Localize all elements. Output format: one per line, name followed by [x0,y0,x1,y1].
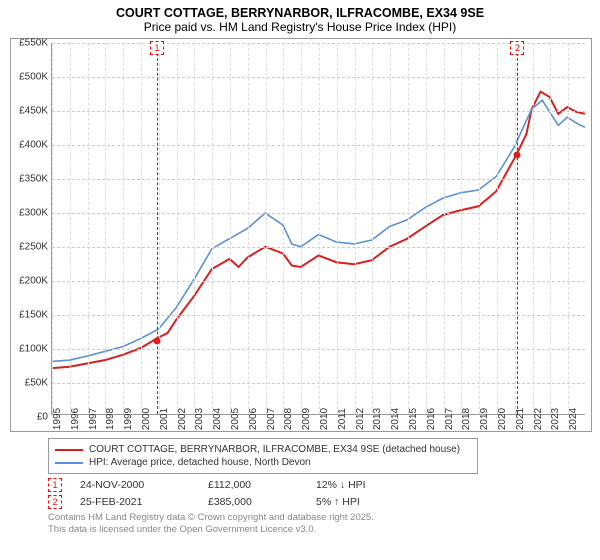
x-axis-label: 1996 [70,408,81,430]
legend-item: COURT COTTAGE, BERRYNARBOR, ILFRACOMBE, … [55,443,471,456]
footnote: Contains HM Land Registry data © Crown c… [48,512,592,537]
y-axis-label: £500K [12,72,48,83]
x-axis-label: 2004 [212,408,223,430]
marker-date: 24-NOV-2000 [80,479,190,491]
x-axis-label: 2012 [355,408,366,430]
x-axis-label: 2002 [177,408,188,430]
marker-badge: 1 [48,478,62,492]
y-axis-label: £0 [12,412,48,423]
chart-marker: 1 [150,41,164,55]
legend-item: HPI: Average price, detached house, Nort… [55,456,471,469]
chart-title: COURT COTTAGE, BERRYNARBOR, ILFRACOMBE, … [8,6,592,20]
x-axis-label: 2000 [141,408,152,430]
x-axis-label: 2001 [159,408,170,430]
legend-label: HPI: Average price, detached house, Nort… [89,457,311,468]
plot-region: £0£50K£100K£150K£200K£250K£300K£350K£400… [51,43,585,415]
y-axis-label: £100K [12,344,48,355]
x-axis-label: 2014 [390,408,401,430]
marker-detail-row: 1 24-NOV-2000 £112,000 12% ↓ HPI [48,478,592,492]
x-axis-label: 2024 [568,408,579,430]
x-axis-label: 1997 [88,408,99,430]
y-axis-label: £350K [12,174,48,185]
footnote-line-2: This data is licensed under the Open Gov… [48,524,592,536]
x-axis-label: 2005 [230,408,241,430]
x-axis-label: 2019 [479,408,490,430]
x-axis-label: 2010 [319,408,330,430]
chart-area: £0 £50K £100K £150K £200K £250K £300K £350K £400… [10,38,592,432]
y-axis-label: £250K [12,242,48,253]
marker-date: 25-FEB-2021 [80,496,190,508]
marker-detail-row: 2 25-FEB-2021 £385,000 5% ↑ HPI [48,495,592,509]
x-axis-label: 2006 [248,408,259,430]
x-axis-label: 1995 [52,408,63,430]
y-axis-label: £150K [12,310,48,321]
x-axis-label: 2007 [266,408,277,430]
y-axis-label: £200K [12,276,48,287]
marker-price: £385,000 [208,496,298,508]
x-axis-label: 2015 [408,408,419,430]
y-axis-label: £450K [12,106,48,117]
x-axis-label: 2021 [515,408,526,430]
marker-price: £112,000 [208,479,298,491]
x-axis-label: 2013 [372,408,383,430]
x-axis-label: 2009 [301,408,312,430]
marker-pct: 12% ↓ HPI [316,479,366,491]
x-axis-label: 2011 [337,408,348,430]
y-axis-label: £50K [12,378,48,389]
marker-badge: 2 [48,495,62,509]
y-axis-label: £300K [12,208,48,219]
x-axis-label: 1999 [123,408,134,430]
x-axis-label: 1998 [105,408,116,430]
legend-label: COURT COTTAGE, BERRYNARBOR, ILFRACOMBE, … [89,444,460,455]
legend: COURT COTTAGE, BERRYNARBOR, ILFRACOMBE, … [48,438,478,474]
chart-subtitle: Price paid vs. HM Land Registry's House … [8,20,592,34]
x-axis-label: 2018 [461,408,472,430]
y-axis-label: £400K [12,140,48,151]
x-axis-label: 2017 [444,408,455,430]
x-axis-label: 2022 [533,408,544,430]
footnote-line-1: Contains HM Land Registry data © Crown c… [48,512,592,524]
chart-marker: 2 [510,41,524,55]
x-axis-label: 2008 [283,408,294,430]
y-axis-label: £550K [12,38,48,49]
x-axis-label: 2016 [426,408,437,430]
x-axis-label: 2003 [194,408,205,430]
x-axis-label: 2023 [550,408,561,430]
marker-pct: 5% ↑ HPI [316,496,360,508]
x-axis-label: 2020 [497,408,508,430]
